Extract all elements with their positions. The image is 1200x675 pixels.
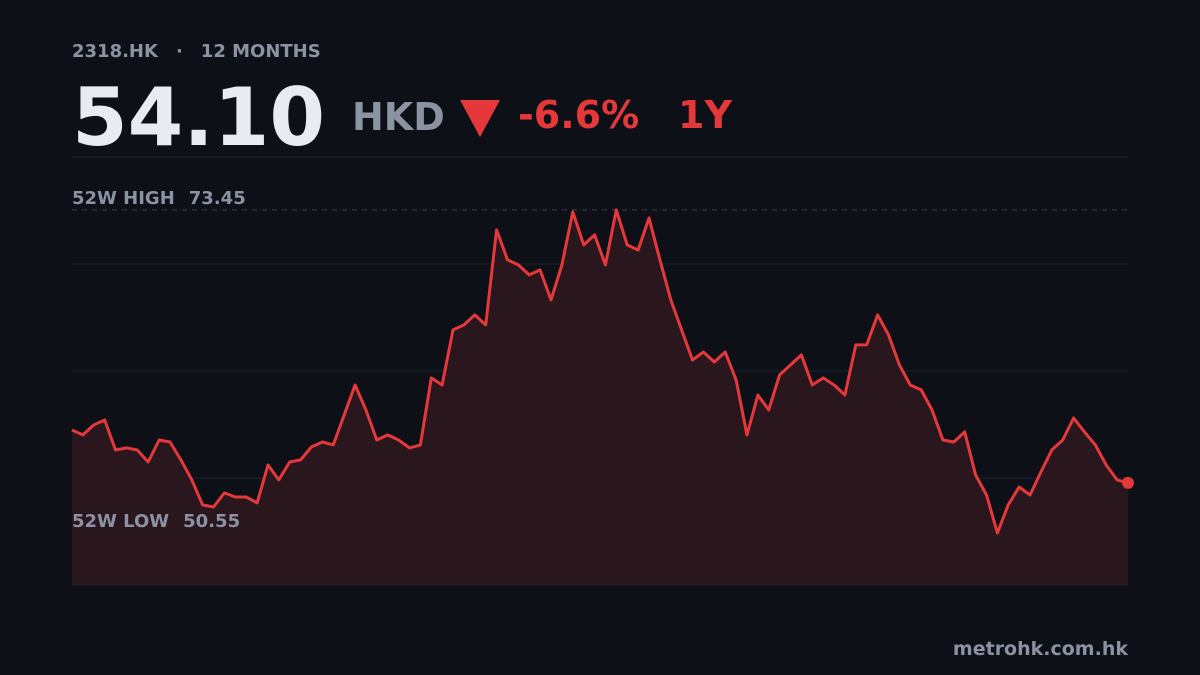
price: 54.10 <box>72 71 325 164</box>
low-label-text: 52W LOW <box>72 511 169 532</box>
range: 1Y <box>678 93 732 137</box>
low-label-value: 50.55 <box>183 511 240 532</box>
high-label: 52W HIGH 73.45 <box>72 188 246 209</box>
ticker-line: 2318.HK · 12 MONTHS <box>72 41 321 62</box>
period: 12 MONTHS <box>201 41 321 62</box>
price-line <box>71 208 1129 535</box>
high-label-value: 73.45 <box>189 188 246 209</box>
down-arrow <box>460 100 500 137</box>
last-point <box>1122 476 1134 489</box>
ticker: 2318.HK <box>72 41 159 62</box>
change: -6.6% <box>518 93 639 137</box>
low-label: 52W LOW 50.55 <box>72 511 240 532</box>
high-label-text: 52W HIGH <box>72 188 175 209</box>
source: metrohk.com.hk <box>953 638 1128 660</box>
currency: HKD <box>352 95 445 139</box>
separator: · <box>176 41 183 62</box>
plot: 52W HIGH 73.45 52W LOW 50.55 <box>71 188 1134 586</box>
area <box>72 209 1128 585</box>
